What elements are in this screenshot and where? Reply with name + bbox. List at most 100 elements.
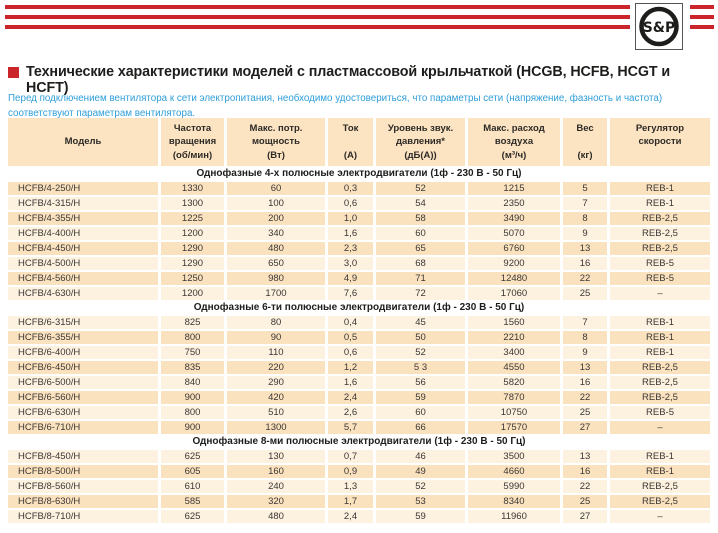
cell-current-a: 0,4: [325, 316, 373, 329]
cell-weight-kg: 9: [560, 346, 607, 359]
cell-model: HCFB/6-630/H: [8, 406, 158, 419]
cell-speed-controller: REB-2,5: [607, 212, 710, 225]
section-header: Однофазные 6-ти полюсные электродвигател…: [8, 300, 710, 314]
cell-sound-level-dba: 53: [373, 495, 465, 508]
cell-sound-level-dba: 58: [373, 212, 465, 225]
cell-speed-rpm: 1200: [158, 227, 224, 240]
cell-max-airflow-m3h: 6760: [465, 242, 560, 255]
column-header-line: (Вт): [267, 149, 285, 161]
sp-logo-text: S&P: [643, 20, 676, 36]
cell-weight-kg: 25: [560, 406, 607, 419]
cell-weight-kg: 16: [560, 257, 607, 270]
table-row: HCFB/8-500/H 605 160 0,9 49 4660 16 REB-1: [8, 463, 710, 478]
column-header-line: Макс. расход: [483, 122, 545, 134]
cell-model: HCFB/4-355/H: [8, 212, 158, 225]
cell-model: HCFB/4-500/H: [8, 257, 158, 270]
section-title-row: Технические характеристики моделей с пла…: [8, 64, 714, 97]
cell-speed-controller: REB-2,5: [607, 361, 710, 374]
table-row: HCFB/8-450/H 625 130 0,7 46 3500 13 REB-1: [8, 448, 710, 463]
cell-speed-controller: REB-2,5: [607, 495, 710, 508]
cell-weight-kg: 13: [560, 242, 607, 255]
cell-max-airflow-m3h: 3500: [465, 450, 560, 463]
cell-speed-controller: REB-1: [607, 346, 710, 359]
cell-speed-rpm: 1300: [158, 197, 224, 210]
cell-max-airflow-m3h: 3400: [465, 346, 560, 359]
cell-max-power-w: 130: [224, 450, 325, 463]
cell-speed-controller: REB-5: [607, 406, 710, 419]
cell-weight-kg: 5: [560, 182, 607, 195]
table-row: HCFB/4-315/H 1300 100 0,6 54 2350 7 REB-1: [8, 195, 710, 210]
cell-sound-level-dba: 65: [373, 242, 465, 255]
cell-max-airflow-m3h: 5070: [465, 227, 560, 240]
cell-speed-rpm: 750: [158, 346, 224, 359]
cell-max-airflow-m3h: 17060: [465, 287, 560, 300]
cell-speed-controller: REB-2,5: [607, 242, 710, 255]
table-row: HCFB/4-355/H 1225 200 1,0 58 3490 8 REB-2,5: [8, 210, 710, 225]
cell-model: HCFB/6-315/H: [8, 316, 158, 329]
cell-model: HCFB/6-560/H: [8, 391, 158, 404]
cell-speed-rpm: 800: [158, 331, 224, 344]
cell-speed-rpm: 840: [158, 376, 224, 389]
cell-speed-controller: –: [607, 510, 710, 523]
cell-weight-kg: 8: [560, 331, 607, 344]
cell-sound-level-dba: 68: [373, 257, 465, 270]
cell-model: HCFB/4-630/H: [8, 287, 158, 300]
cell-max-airflow-m3h: 1215: [465, 182, 560, 195]
cell-current-a: 4,9: [325, 272, 373, 285]
cell-speed-controller: REB-1: [607, 316, 710, 329]
title-bullet-icon: [8, 67, 19, 78]
cell-weight-kg: 27: [560, 510, 607, 523]
cell-sound-level-dba: 52: [373, 480, 465, 493]
cell-model: HCFB/8-450/H: [8, 450, 158, 463]
cell-sound-level-dba: 52: [373, 182, 465, 195]
cell-max-airflow-m3h: 5990: [465, 480, 560, 493]
section-header: Однофазные 4-х полюсные электродвигатели…: [8, 166, 710, 180]
cell-max-airflow-m3h: 1560: [465, 316, 560, 329]
column-header-line: Регулятор: [635, 122, 685, 134]
cell-max-airflow-m3h: 2350: [465, 197, 560, 210]
column-header-line: воздуха: [494, 136, 534, 148]
cell-max-airflow-m3h: 9200: [465, 257, 560, 270]
table-row: HCFB/4-630/H 1200 1700 7,6 72 17060 25–: [8, 285, 710, 300]
cell-speed-rpm: 1290: [158, 257, 224, 270]
cell-weight-kg: 25: [560, 495, 607, 508]
cell-sound-level-dba: 72: [373, 287, 465, 300]
cell-speed-controller: REB-2,5: [607, 227, 710, 240]
column-header-line: Макс. потр.: [249, 122, 303, 134]
table-row: HCFB/6-710/H 900 1300 5,7 66 17570 27–: [8, 419, 710, 434]
cell-max-power-w: 290: [224, 376, 325, 389]
cell-current-a: 1,6: [325, 227, 373, 240]
cell-sound-level-dba: 49: [373, 465, 465, 478]
column-header-current-a: Ток (А): [325, 118, 373, 166]
column-header-speed-controller: Регулятор скорости: [607, 118, 710, 166]
cell-max-power-w: 980: [224, 272, 325, 285]
cell-current-a: 1,6: [325, 376, 373, 389]
cell-sound-level-dba: 71: [373, 272, 465, 285]
cell-speed-controller: REB-1: [607, 465, 710, 478]
cell-sound-level-dba: 45: [373, 316, 465, 329]
table-row: HCFB/6-355/H 800 90 0,5 50 2210 8 REB-1: [8, 329, 710, 344]
cell-max-airflow-m3h: 17570: [465, 421, 560, 434]
cell-model: HCFB/8-560/H: [8, 480, 158, 493]
cell-max-power-w: 110: [224, 346, 325, 359]
table-row: HCFB/6-400/H 750 110 0,6 52 3400 9 REB-1: [8, 344, 710, 359]
column-header-line: Модель: [64, 136, 102, 148]
cell-speed-rpm: 625: [158, 510, 224, 523]
cell-weight-kg: 16: [560, 465, 607, 478]
column-header-line: вращения: [168, 136, 217, 148]
column-header-line: мощность: [252, 136, 300, 148]
cell-max-power-w: 320: [224, 495, 325, 508]
spec-table: Модель Частота вращения (об/мин) Макс. потр.…: [8, 118, 710, 523]
cell-max-power-w: 200: [224, 212, 325, 225]
cell-max-power-w: 420: [224, 391, 325, 404]
cell-sound-level-dba: 60: [373, 406, 465, 419]
cell-weight-kg: 13: [560, 361, 607, 374]
cell-max-airflow-m3h: 4550: [465, 361, 560, 374]
cell-max-power-w: 90: [224, 331, 325, 344]
table-row: HCFB/4-250/H 1330 60 0,3 52 1215 5 REB-1: [8, 180, 710, 195]
column-header-weight-kg: Вес (кг): [560, 118, 607, 166]
cell-max-airflow-m3h: 12480: [465, 272, 560, 285]
cell-max-power-w: 510: [224, 406, 325, 419]
cell-sound-level-dba: 5 3: [373, 361, 465, 374]
cell-current-a: 1,2: [325, 361, 373, 374]
